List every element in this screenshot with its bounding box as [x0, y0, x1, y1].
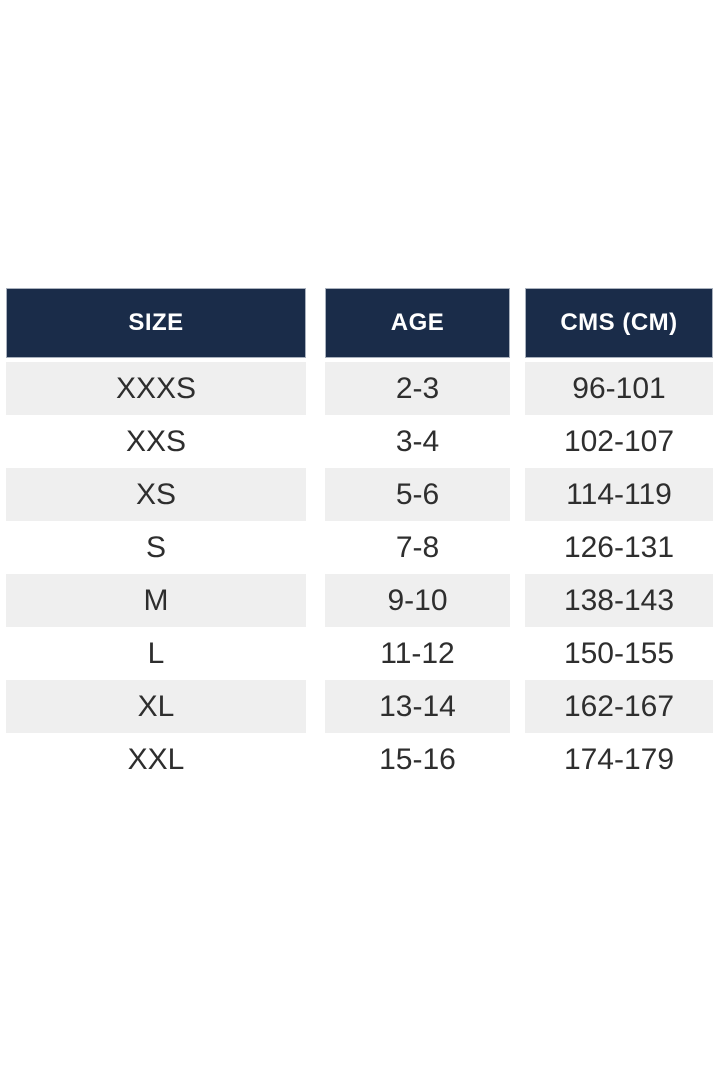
column-header-cms: CMS (CM) — [525, 288, 713, 358]
cms-cell: 162-167 — [525, 680, 713, 733]
cms-cell: 126-131 — [525, 521, 713, 574]
age-cell: 3-4 — [325, 415, 510, 468]
column-age: AGE 2-3 3-4 5-6 7-8 9-10 11-12 13-14 15-… — [325, 288, 510, 786]
size-cell: S — [6, 521, 306, 574]
column-cms-rows: 96-101 102-107 114-119 126-131 138-143 1… — [525, 362, 713, 786]
column-size: SIZE XXXS XXS XS S M L XL XXL — [6, 288, 306, 786]
cms-cell: 96-101 — [525, 362, 713, 415]
cms-cell: 102-107 — [525, 415, 713, 468]
age-cell: 11-12 — [325, 627, 510, 680]
cms-cell: 150-155 — [525, 627, 713, 680]
age-cell: 9-10 — [325, 574, 510, 627]
age-cell: 15-16 — [325, 733, 510, 786]
size-cell: L — [6, 627, 306, 680]
size-chart-table: SIZE XXXS XXS XS S M L XL XXL AGE 2-3 3-… — [6, 288, 713, 786]
column-header-size: SIZE — [6, 288, 306, 358]
cms-cell: 174-179 — [525, 733, 713, 786]
column-size-rows: XXXS XXS XS S M L XL XXL — [6, 362, 306, 786]
size-cell: M — [6, 574, 306, 627]
age-cell: 13-14 — [325, 680, 510, 733]
size-cell: XXXS — [6, 362, 306, 415]
column-age-rows: 2-3 3-4 5-6 7-8 9-10 11-12 13-14 15-16 — [325, 362, 510, 786]
size-cell: XXL — [6, 733, 306, 786]
cms-cell: 114-119 — [525, 468, 713, 521]
size-cell: XXS — [6, 415, 306, 468]
age-cell: 7-8 — [325, 521, 510, 574]
size-cell: XL — [6, 680, 306, 733]
cms-cell: 138-143 — [525, 574, 713, 627]
age-cell: 2-3 — [325, 362, 510, 415]
age-cell: 5-6 — [325, 468, 510, 521]
column-header-age: AGE — [325, 288, 510, 358]
column-cms: CMS (CM) 96-101 102-107 114-119 126-131 … — [525, 288, 713, 786]
size-cell: XS — [6, 468, 306, 521]
